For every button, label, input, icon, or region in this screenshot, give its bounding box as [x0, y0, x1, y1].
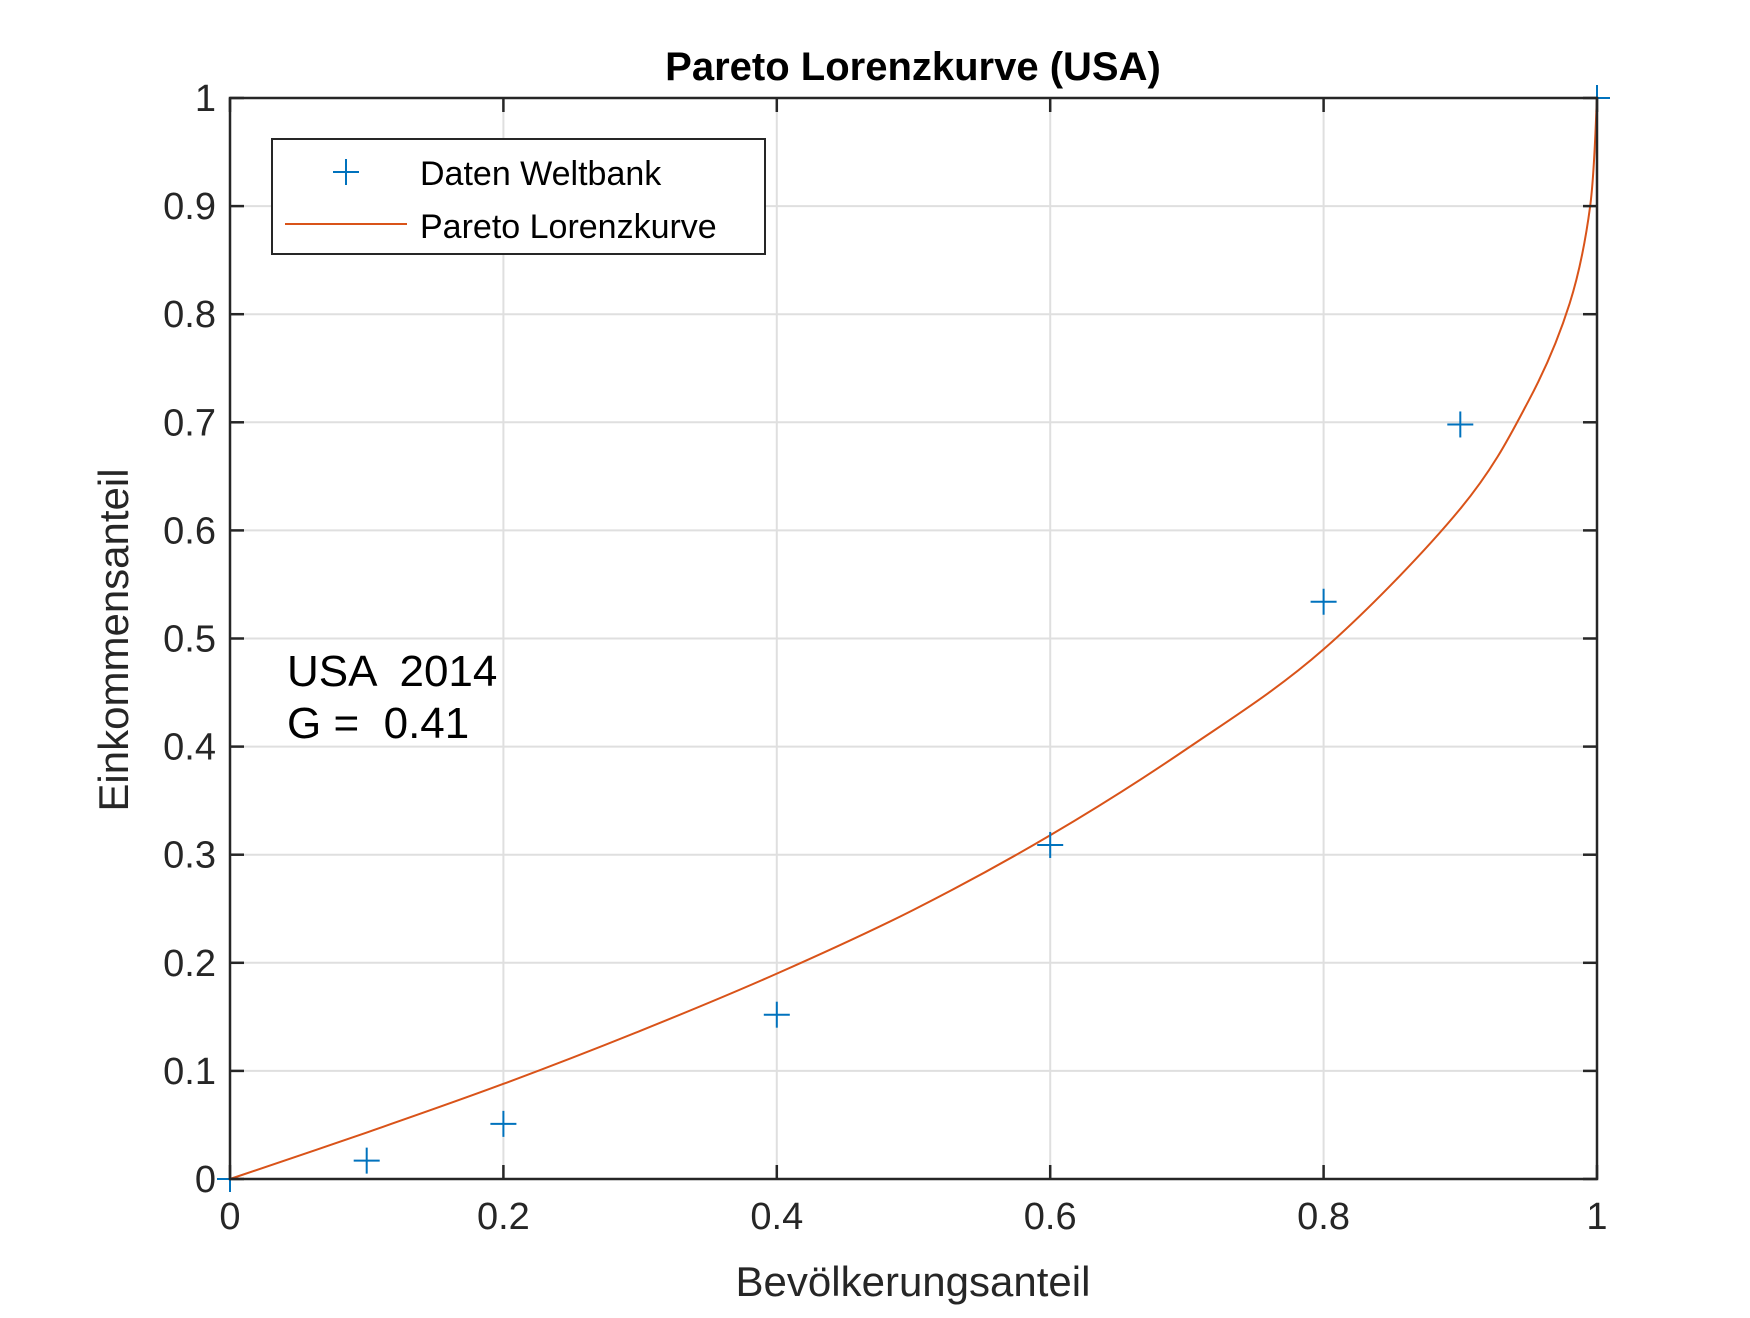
legend-label-pareto-lorenzkurve: Pareto Lorenzkurve [420, 208, 717, 246]
x-tick-label: 0.2 [477, 1196, 530, 1238]
y-tick-label: 0.4 [163, 727, 216, 769]
x-tick-label: 0 [219, 1196, 240, 1238]
y-tick-label: 0.8 [163, 294, 216, 336]
y-tick-label: 0.7 [163, 402, 216, 444]
tick-labels: 0 0.2 0.4 0.6 0.8 1 0 0.1 0.2 0.3 0.4 0.5 0.6 0.7 0.8 0… [163, 78, 1607, 1238]
data-point-plus-marker [490, 1110, 517, 1137]
y-tick-label: 0.3 [163, 835, 216, 877]
x-tick-label: 1 [1586, 1196, 1607, 1238]
y-tick-label: 0.9 [163, 186, 216, 228]
series-line-pareto-lorenzkurve [229, 97, 1598, 1180]
x-axis-title: Bevölkerungsanteil [736, 1258, 1091, 1305]
y-axis-title: Einkommensanteil [90, 468, 137, 811]
x-tick-label: 0.6 [1024, 1196, 1077, 1238]
x-tick-label: 0.8 [1297, 1196, 1350, 1238]
data-point-plus-marker [1037, 831, 1064, 858]
annotation-gini: G = 0.41 [287, 699, 469, 748]
data-point-plus-marker [1310, 588, 1337, 615]
y-tick-label: 0.2 [163, 943, 216, 985]
x-tick-label: 0.4 [750, 1196, 803, 1238]
data-point-plus-marker [763, 1001, 790, 1028]
y-tick-label: 0.5 [163, 619, 216, 661]
legend-box [271, 138, 766, 255]
data-point-plus-marker [353, 1147, 380, 1174]
legend: Daten Weltbank Pareto Lorenzkurve [271, 138, 766, 255]
legend-label-daten-weltbank: Daten Weltbank [420, 155, 662, 193]
y-tick-label: 1 [195, 78, 216, 120]
ticks [228, 96, 1599, 1181]
chart-title: Pareto Lorenzkurve (USA) [665, 45, 1161, 89]
data-point-plus-marker [1447, 411, 1474, 438]
annotation-country-year: USA 2014 [287, 647, 497, 696]
legend-marker-plus-icon [333, 159, 359, 185]
y-tick-label: 0 [195, 1159, 216, 1201]
y-tick-label: 0.6 [163, 510, 216, 552]
y-tick-label: 0.1 [163, 1051, 216, 1093]
